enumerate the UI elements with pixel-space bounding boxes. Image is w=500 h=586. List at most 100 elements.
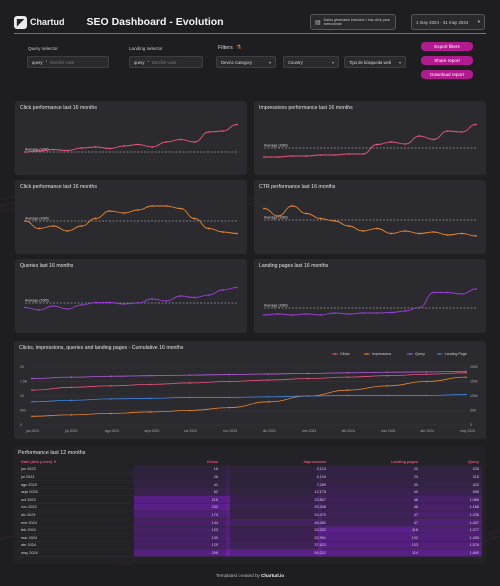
landing-field-name: query: [134, 59, 145, 65]
download-report-label: Download report: [430, 72, 464, 77]
data-point: [446, 234, 449, 236]
data-point: [151, 146, 154, 148]
data-point: [70, 414, 73, 416]
table-cell: 144: [211, 520, 218, 525]
series-line: [264, 124, 477, 158]
filters-label: Filters: [218, 45, 233, 51]
data-point: [110, 398, 112, 400]
data-point: [189, 382, 191, 384]
data-point: [108, 301, 111, 304]
heat-cell: [226, 549, 322, 557]
heat-cell: [134, 526, 230, 534]
search-type-filter-value: Tipo de búsqueda web: [349, 59, 392, 65]
heat-cell: [318, 534, 414, 542]
table-header-cell[interactable]: Impressions: [303, 459, 326, 464]
data-point: [149, 374, 152, 377]
data-point: [80, 304, 83, 306]
table-row: feb 2024 123 32.022 118 1.377: [18, 526, 482, 534]
legend-label: Clicks: [340, 352, 350, 356]
legend-label: Impressions: [372, 352, 392, 356]
data-point: [193, 296, 196, 299]
table-cell: 23: [413, 474, 418, 479]
data-point: [263, 207, 265, 210]
data-point: [418, 306, 421, 309]
performance-table: Performance last 12 months Date (Año y m…: [14, 446, 486, 564]
logo: ◤ Chartud: [14, 15, 65, 29]
heat-cell: [318, 541, 414, 549]
heat-cell: [226, 473, 322, 481]
data-source-selector[interactable]: ▤ Datos generales incluidos / haz click …: [310, 14, 396, 30]
table-cell: 232: [211, 505, 218, 510]
table-header-cell[interactable]: Date (Año y mes) ▼: [21, 459, 57, 464]
heat-cell: [134, 511, 230, 519]
share-report-button[interactable]: Share report: [421, 56, 473, 65]
table-row: jul 2023 26 4.104 23 315: [18, 473, 482, 481]
table-cell: feb 2024: [21, 528, 36, 533]
x-tick-label: sept 2023: [144, 429, 159, 433]
y2-tick-label: 50K: [470, 409, 477, 413]
table-cell: nov 2023: [21, 505, 37, 510]
data-point: [70, 399, 73, 402]
heat-cell: [318, 526, 414, 534]
dot-icon: •: [45, 59, 48, 65]
table-cell: 37.622: [314, 543, 326, 548]
heat-cell: [318, 496, 414, 504]
data-point: [149, 397, 152, 400]
data-point: [70, 386, 73, 389]
table-cell: 12.175: [314, 490, 326, 495]
data-point: [38, 309, 41, 311]
table-cell: sept 2023: [21, 490, 38, 495]
heat-cell: [134, 549, 230, 557]
device-filter-dropdown[interactable]: Device Category ▾: [216, 56, 276, 68]
chart-card-impressions: Impressions performance last 16 months A…: [254, 101, 486, 175]
table-header-cell[interactable]: Landing pages: [391, 459, 418, 464]
table-cell: 1.576: [469, 543, 479, 548]
table-cell: 32.991: [314, 535, 326, 540]
table-row: abr 2024 129 37.622 103 1.576: [18, 542, 482, 550]
table-header-cell[interactable]: Query: [468, 459, 479, 464]
data-point: [291, 314, 294, 316]
chevron-down-icon: ▾: [398, 59, 401, 65]
data-point: [228, 373, 231, 376]
heat-cell: [134, 496, 230, 504]
data-point: [236, 286, 238, 289]
query-selector-input[interactable]: query • Escribir valor: [27, 56, 109, 68]
data-point: [165, 205, 168, 207]
date-range-picker[interactable]: 1 may 2024 - 31 may 2024 ▾: [411, 14, 485, 30]
data-point: [221, 130, 224, 132]
query-selector-label: Query selector: [28, 46, 58, 51]
search-type-filter-dropdown[interactable]: Tipo de búsqueda web ▾: [344, 56, 406, 68]
line-chart: Average (16M): [24, 123, 238, 153]
legend-label: Query: [415, 352, 425, 356]
table-header-cell[interactable]: Clicks: [206, 459, 218, 464]
table-cell: 1.377: [469, 528, 479, 533]
table-cell: may 2024: [21, 550, 38, 555]
data-point: [333, 312, 336, 314]
table-cell: 41: [213, 482, 218, 487]
x-tick-label: nov 2023: [223, 429, 237, 433]
data-point: [108, 147, 111, 150]
data-point: [70, 376, 73, 378]
table-cell: 25.346: [314, 505, 326, 510]
table-cell: ago 2023: [21, 482, 37, 487]
data-point: [347, 225, 350, 227]
data-point: [236, 232, 238, 235]
export-filters-button[interactable]: Export filters: [421, 42, 473, 51]
share-report-label: Share report: [434, 58, 460, 63]
data-point: [24, 306, 26, 309]
heat-cell: [226, 496, 322, 504]
y-tick-label: 1.5K: [20, 380, 28, 384]
data-point: [149, 411, 152, 413]
data-point: [432, 138, 435, 141]
country-filter-dropdown[interactable]: Country ▾: [283, 56, 339, 68]
landing-selector-input[interactable]: query • Escribir valor: [129, 56, 203, 68]
data-point: [346, 376, 349, 378]
data-point: [305, 155, 308, 157]
data-point: [189, 374, 191, 376]
data-point: [236, 123, 238, 126]
header: ◤ Chartud SEO Dashboard - Evolution ▤ Da…: [14, 10, 486, 34]
download-report-button[interactable]: Download report: [421, 70, 473, 79]
data-point: [305, 313, 308, 315]
table-header-row[interactable]: Date (Año y mes) ▼ Clicks Impressions Landi…: [18, 458, 482, 466]
footer-brand[interactable]: Chartud.io: [261, 573, 285, 578]
